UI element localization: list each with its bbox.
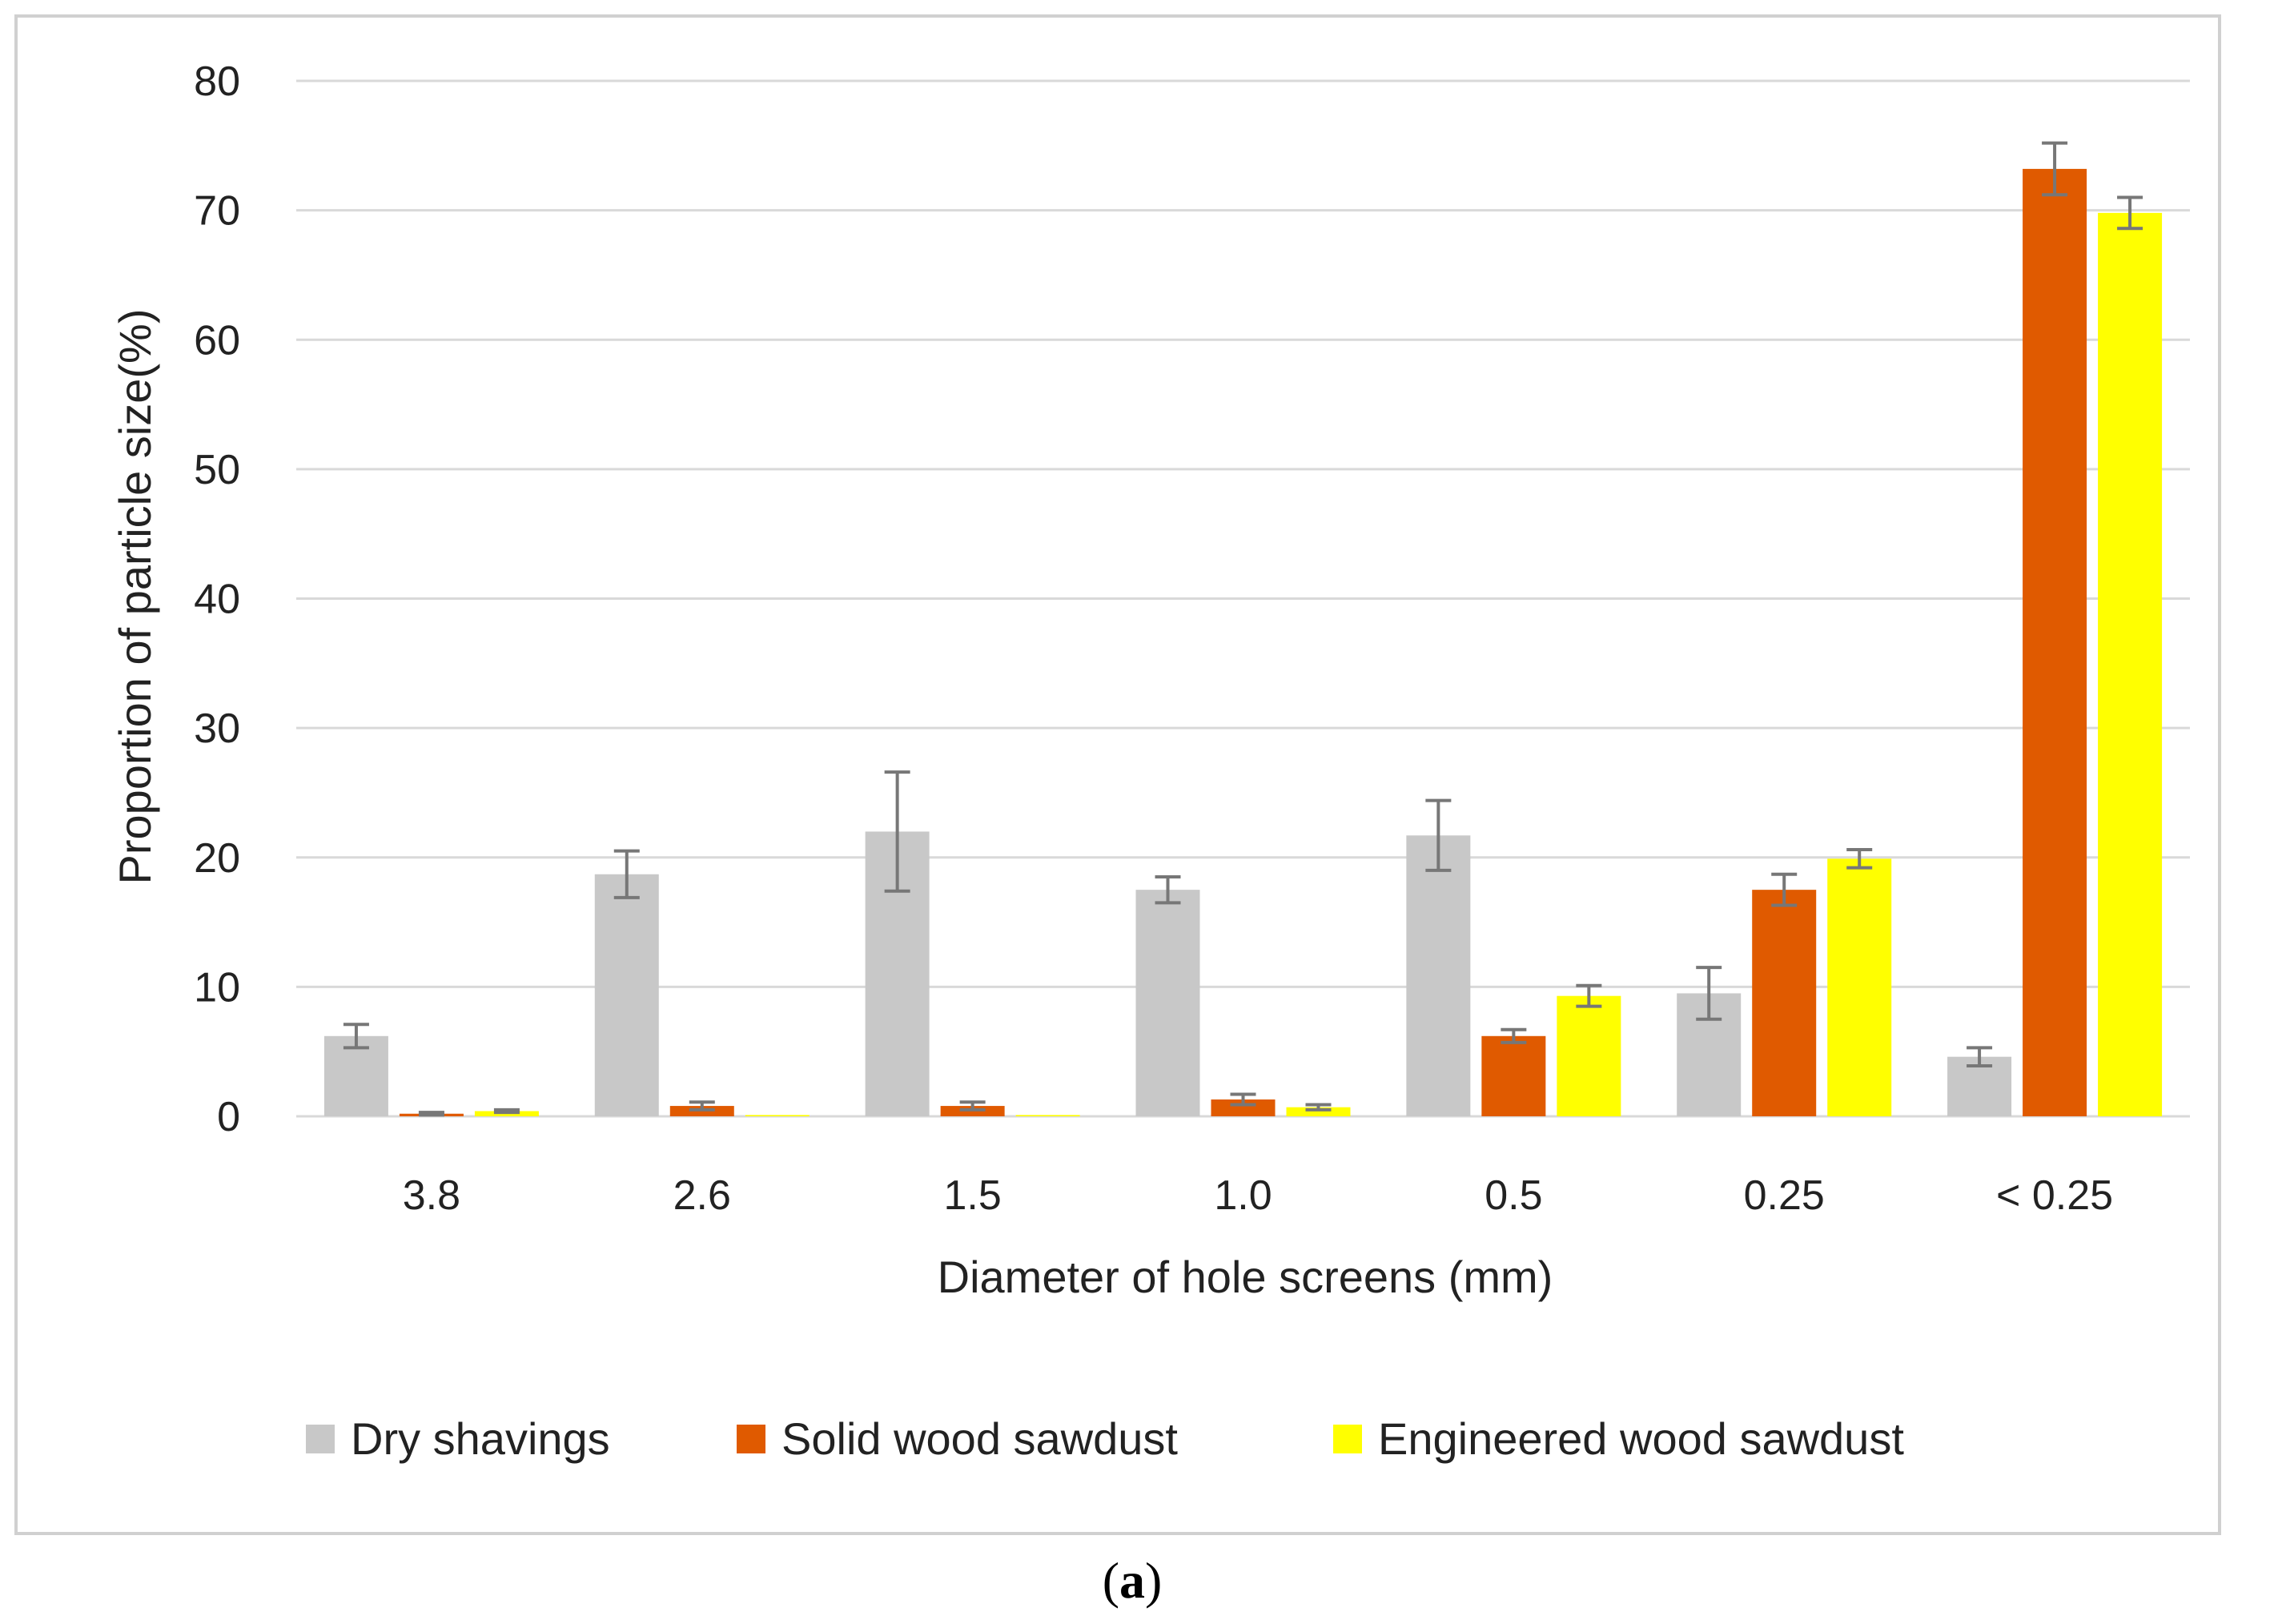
x-axis-title: Diameter of hole screens (mm) [938, 1252, 1553, 1302]
x-tick-label: 0.5 [1485, 1172, 1542, 1219]
error-bar [884, 770, 910, 893]
y-axis-ticks: 0 10 20 30 40 50 60 70 80 [194, 58, 240, 1140]
error-bar [1967, 1046, 1993, 1067]
y-axis-title: Proportion of particle size(%) [110, 309, 160, 885]
x-axis-ticks: 3.8 2.6 1.5 1.0 0.5 0.25 < 0.25 [403, 1172, 2113, 1219]
error-bar [1501, 1027, 1527, 1044]
legend: Dry shavings Solid wood sawdust Engineered… [306, 1413, 1904, 1464]
x-tick-label: 2.6 [673, 1172, 731, 1219]
bar [323, 1035, 388, 1116]
y-tick-label: 10 [194, 964, 240, 1011]
error-bar [2042, 141, 2068, 197]
legend-item: Solid wood sawdust [737, 1413, 1178, 1464]
x-tick-label: 0.25 [1744, 1172, 1825, 1219]
x-tick-label: 3.8 [403, 1172, 460, 1219]
y-tick-label: 0 [217, 1094, 240, 1140]
bar [1286, 1107, 1351, 1116]
bar [2023, 168, 2087, 1116]
error-bar [343, 1023, 369, 1050]
bar [1135, 890, 1200, 1116]
error-bar [1576, 983, 1602, 1008]
y-tick-label: 70 [194, 188, 240, 235]
legend-label: Engineered wood sawdust [1378, 1413, 1904, 1464]
bar [594, 874, 659, 1116]
bar [1481, 1035, 1546, 1116]
chart-frame [14, 14, 2221, 1535]
error-bar [613, 849, 640, 899]
bar [1827, 858, 1892, 1116]
error-bars [343, 141, 2143, 1117]
legend-swatch [306, 1425, 335, 1453]
bar [1406, 835, 1471, 1116]
y-tick-label: 20 [194, 835, 240, 882]
error-bar [2117, 195, 2143, 231]
legend-label: Solid wood sawdust [781, 1413, 1178, 1464]
x-tick-label: 1.5 [943, 1172, 1001, 1219]
y-tick-label: 50 [194, 447, 240, 493]
error-bar [1771, 872, 1798, 907]
error-bar [689, 1100, 715, 1111]
x-tick-label: < 0.25 [1996, 1172, 2113, 1219]
error-bar [1425, 798, 1452, 872]
bar [1557, 995, 1621, 1116]
y-tick-label: 30 [194, 705, 240, 752]
bar [2098, 212, 2163, 1116]
legend-item: Engineered wood sawdust [1333, 1413, 1904, 1464]
error-bar [1155, 874, 1181, 905]
caption-close-paren: ) [1145, 1552, 1162, 1609]
y-tick-label: 60 [194, 317, 240, 364]
figure-caption: (a) [1103, 1552, 1163, 1609]
x-tick-label: 1.0 [1214, 1172, 1272, 1219]
y-tick-label: 80 [194, 58, 240, 105]
legend-label: Dry shavings [351, 1413, 610, 1464]
error-bar [959, 1100, 986, 1111]
legend-swatch [737, 1425, 765, 1453]
bar [1015, 1115, 1080, 1116]
error-bar [1230, 1092, 1256, 1107]
legend-item: Dry shavings [306, 1413, 610, 1464]
bar [1752, 890, 1817, 1116]
error-bar [418, 1111, 444, 1117]
y-tick-label: 40 [194, 577, 240, 623]
caption-open-paren: ( [1103, 1552, 1119, 1609]
error-bar [1305, 1103, 1332, 1111]
bar [745, 1115, 810, 1116]
error-bar [1846, 848, 1873, 870]
error-bar [493, 1107, 520, 1115]
caption-label: a [1119, 1552, 1145, 1609]
error-bar [1696, 966, 1722, 1021]
bar [1211, 1099, 1276, 1116]
legend-swatch [1333, 1425, 1362, 1453]
